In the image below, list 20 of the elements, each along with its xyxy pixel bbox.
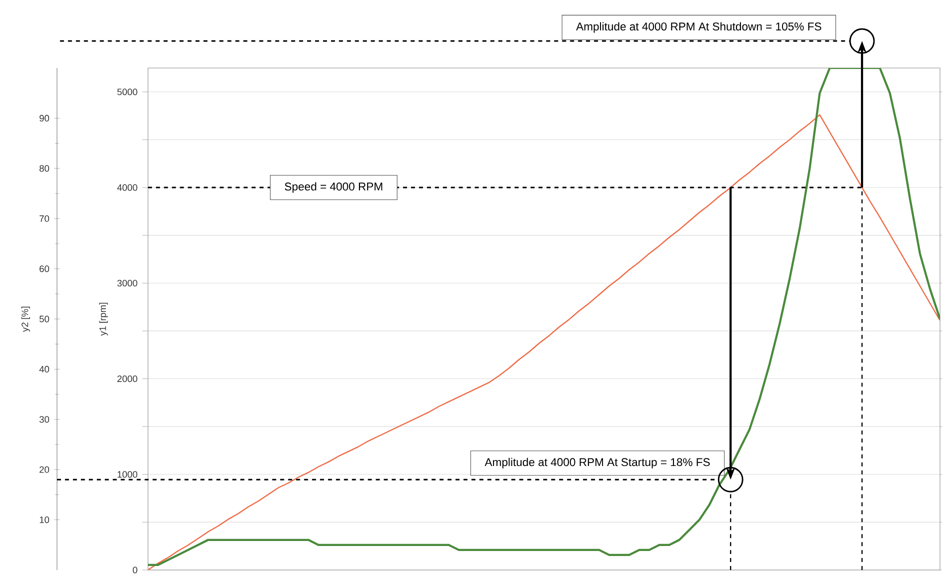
- y2-axis-title: y2 [%]: [21, 306, 30, 332]
- y2-tick-label: 20: [40, 466, 50, 473]
- ref-line-label: Speed = 4000 RPM: [284, 182, 382, 193]
- y-tick-label: 1000: [118, 471, 138, 478]
- y-tick-label: 5000: [117, 88, 138, 96]
- y2-tick-label: 90: [40, 114, 50, 122]
- y-axis-title: y1 [rpm]: [99, 302, 108, 336]
- text: Amplitude at 4000 RPM At Shutdown = 105% FS: [576, 22, 822, 33]
- y-tick-label: 0: [132, 566, 138, 574]
- y-tick-label: 3000: [117, 280, 138, 286]
- y2-tick-label: 40: [39, 366, 50, 372]
- y-tick-label: 2000: [117, 375, 138, 382]
- y2-tick-label: 60: [40, 266, 50, 272]
- ref-line-label: Amplitude at 4000 RPM At Startup = 18% FS: [484, 458, 710, 468]
- y2-tick-label: 10: [40, 516, 50, 524]
- y2-tick-label: 30: [39, 416, 50, 423]
- y-tick-label: 4000: [117, 184, 138, 191]
- y2-tick-label: 80: [40, 165, 50, 172]
- y2-tick-label: 50: [40, 316, 50, 322]
- y2-tick-label: 70: [40, 215, 50, 222]
